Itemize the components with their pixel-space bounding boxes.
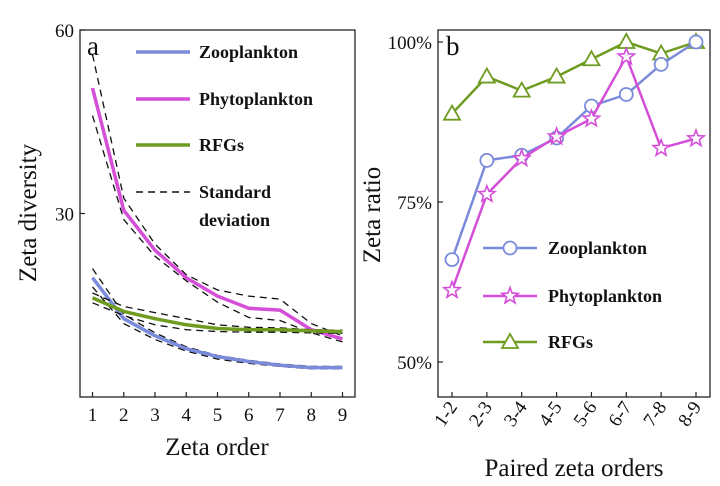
series-line-phytoplankton-b <box>450 55 697 291</box>
legend-marker-circle <box>502 240 518 256</box>
legend-label-rfgs-b: RFGs <box>548 332 593 352</box>
panel-b-x-tick-label: 7-8 <box>640 398 672 431</box>
series-line-zooplankton <box>91 276 343 370</box>
panel-a-lines <box>90 54 343 370</box>
data-point-phytoplankton <box>511 147 532 168</box>
sd-lower-line-phytoplankton <box>91 115 343 343</box>
legend-label-sd-line1: Standard <box>199 182 271 202</box>
panel-b-y-tick-label: 100% <box>388 33 433 54</box>
panel-b-x-tick-label: 8-9 <box>674 398 706 431</box>
panel-b-x-tick-label: 3-4 <box>500 397 532 430</box>
panel-b-ticks: 1-2 2-3 3-4 4-5 5-6 6-7 7-8 8-9 50% 75% 100% <box>388 33 706 431</box>
data-point-rfgs <box>477 66 497 84</box>
panel-a-x-tick-label: 6 <box>244 405 254 426</box>
legend-marker-circle <box>502 240 518 256</box>
data-point-zooplankton <box>618 87 634 102</box>
legend-label-rfgs: RFGs <box>199 135 244 155</box>
panel-b-label: b <box>446 31 460 61</box>
data-point-rfgs <box>442 103 462 121</box>
panel-a-legend: Zooplankton Phytoplankton RFGs Standard … <box>136 42 313 230</box>
series-line-phytoplankton <box>90 87 343 341</box>
panel-a-y-tick-label: 30 <box>55 205 74 226</box>
panel-a-x-tick-label: 4 <box>182 405 192 426</box>
data-point-phytoplankton <box>476 183 498 204</box>
data-point-zooplankton <box>653 57 669 72</box>
panel-b-x-axis-label: Paired zeta orders <box>484 455 663 482</box>
panel-b-legend: Zooplankton Phytoplankton RFGs <box>483 238 662 352</box>
panel-a-x-tick-label: 3 <box>150 405 160 426</box>
data-point-phytoplankton <box>616 45 637 66</box>
panel-a-x-axis-label: Zeta order <box>165 434 269 461</box>
panel-b-y-axis-label: Zeta ratio <box>359 167 386 263</box>
panel-b-frame <box>437 29 711 398</box>
panel-b-y-tick-label: 50% <box>397 353 432 374</box>
data-point-zooplankton <box>688 34 704 50</box>
panel-a-x-tick-label: 1 <box>88 405 98 426</box>
panel-a-x-tick-label: 2 <box>119 405 129 426</box>
panel-a-x-tick-label: 5 <box>213 405 223 426</box>
panel-b-x-tick-label: 6-7 <box>605 398 637 431</box>
data-point-phytoplankton <box>581 108 602 128</box>
data-point-rfgs <box>547 66 567 84</box>
panel-a-label: a <box>87 31 99 61</box>
data-point-zooplankton <box>444 252 460 268</box>
panel-a-y-tick-label: 60 <box>55 21 74 42</box>
panel-b-x-tick-label: 4-5 <box>535 398 567 431</box>
panel-b-x-tick-label: 5-6 <box>570 398 602 431</box>
panel-b-x-tick-label: 2-3 <box>465 398 497 431</box>
panel-a-ticks: 1 2 3 4 5 6 7 8 9 30 60 <box>55 21 347 426</box>
panel-b-y-tick-label: 75% <box>397 193 432 214</box>
legend-label-sd-line2: deviation <box>199 210 270 230</box>
panel-b-lines <box>441 32 707 300</box>
series-line-rfgs <box>91 296 343 334</box>
legend-marker-star <box>499 285 521 305</box>
data-point-phytoplankton <box>651 137 672 157</box>
legend-marker-triangle <box>500 332 520 349</box>
sd-upper-line-phytoplankton <box>91 54 343 337</box>
data-point-phytoplankton <box>441 279 463 300</box>
panel-a-x-tick-label: 7 <box>275 405 285 426</box>
panel-b-chart: b Paired zeta orders Zeta ratio 1-2 2-3 3-… <box>359 29 711 482</box>
data-point-phytoplankton <box>546 125 567 146</box>
data-point-rfgs <box>616 32 636 49</box>
legend-label-phytoplankton-b: Phytoplankton <box>548 286 662 306</box>
panel-a-y-axis-label: Zeta diversity <box>15 143 42 282</box>
panel-a-x-tick-label: 8 <box>307 405 317 426</box>
legend-marker-star <box>499 285 521 305</box>
data-point-zooplankton <box>479 152 495 168</box>
legend-label-zooplankton: Zooplankton <box>199 42 298 62</box>
legend-label-phytoplankton: Phytoplankton <box>199 89 313 109</box>
data-point-phytoplankton <box>685 127 707 148</box>
panel-a-chart: a Zeta order Zeta diversity 1 2 3 4 5 6 7 8 9 30 6… <box>15 21 356 461</box>
panel-a-x-tick-label: 9 <box>338 405 348 426</box>
legend-marker-triangle <box>500 332 520 349</box>
data-point-rfgs <box>512 80 532 98</box>
data-point-rfgs <box>581 49 601 67</box>
legend-label-zooplankton-b: Zooplankton <box>548 238 647 258</box>
panel-b-x-tick-label: 1-2 <box>430 398 462 431</box>
